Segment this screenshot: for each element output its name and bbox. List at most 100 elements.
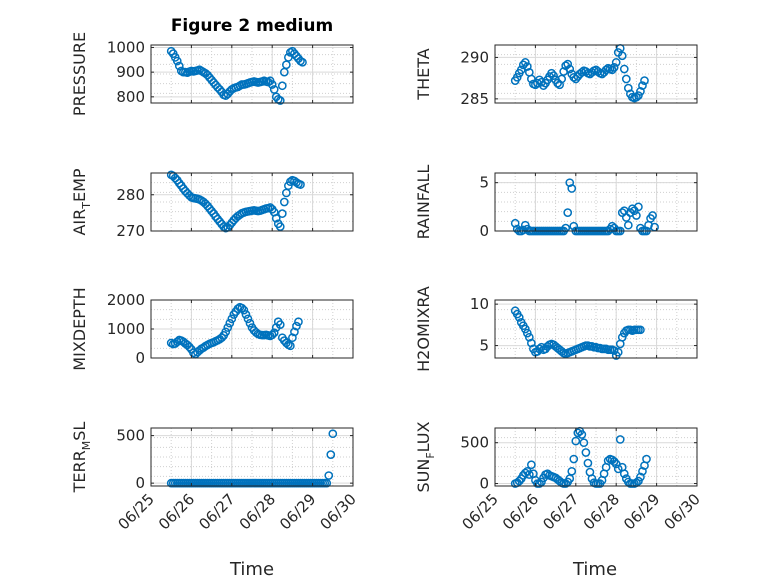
axes-box [494,427,698,487]
subplot-pressure: 800 900 1000 PRESSURE [70,32,354,116]
data-point [522,328,532,338]
data-point [225,318,235,328]
data-point [539,81,548,90]
y-tick-label: 0 [135,474,145,492]
data-point [275,222,285,231]
data-point [537,342,546,352]
data-point [555,80,564,90]
data-point [642,454,651,464]
data-point [611,58,621,67]
data-point [583,458,593,468]
data-point [326,450,336,459]
data-point [271,213,281,223]
axes-box [150,44,354,104]
y-tick-label: 270 [116,222,145,240]
data-point [617,51,627,61]
data-point [634,476,643,486]
subplot-h2omixra: 5 10 H2OMIXRA [414,286,698,372]
data-point [324,471,334,480]
data-point [223,323,233,332]
data-series [166,302,303,359]
data-point [636,325,645,335]
data-series [510,43,649,103]
data-series [166,170,305,233]
data-point [221,327,231,337]
axes-box [150,427,354,487]
data-point [579,438,589,448]
data-point [277,209,287,218]
y-axis-label: THETA [414,48,433,100]
y-tick-label: 1000 [107,320,145,338]
subplot-mixdepth: 0 1000 2000 MIXDEPTH [70,287,354,371]
data-point [284,52,293,62]
data-point [322,478,332,488]
data-point [609,457,619,466]
subplot-theta: 285 290 THETA [414,43,698,108]
data-point [557,74,567,84]
data-point [267,80,277,89]
data-point [237,303,247,313]
data-point [239,305,249,315]
y-axis-label: MIXDEPTH [70,287,89,370]
data-point [640,76,649,85]
data-point [512,72,522,82]
data-point [286,341,295,351]
data-point [634,202,643,212]
data-point [601,65,611,75]
data-point [514,476,524,486]
y-tick-label: 280 [116,186,145,204]
data-point [269,328,279,338]
x-axis-label-right: Time [572,559,617,580]
data-point [621,74,631,84]
data-point [535,344,544,354]
data-point [613,464,623,474]
data-point [634,91,643,100]
axes-box [494,299,698,359]
data-point [286,177,295,187]
data-point [296,180,305,189]
data-point [294,317,303,327]
data-point [185,342,194,352]
data-point [520,58,530,67]
data-point [241,310,251,319]
data-point [577,67,587,77]
data-point [623,220,633,230]
data-point [166,46,176,56]
data-point [567,184,577,193]
data-point [609,346,619,355]
data-point [217,333,227,343]
data-point [569,454,579,464]
data-point [567,466,577,476]
data-point [565,178,575,188]
data-point [619,469,629,479]
data-point [561,223,571,233]
data-point [623,83,633,93]
data-point [233,304,243,314]
y-tick-label: 0 [135,349,145,367]
data-point [619,64,629,74]
subplot-air-temp: 270 280 AIRTEMP [70,168,354,240]
y-tick-label: 500 [460,434,489,452]
y-tick-label: 1000 [107,38,145,56]
figure-title: Figure 2 medium [171,16,333,36]
y-axis-label: RAINFALL [414,165,433,240]
data-series [510,426,651,488]
data-point [174,61,184,71]
y-tick-label: 2000 [107,291,145,309]
data-point [328,429,338,439]
data-point [603,456,613,466]
data-point [275,96,285,105]
y-tick-label: 10 [470,295,489,313]
data-point [573,428,583,438]
data-point [636,87,645,96]
data-point [288,333,297,343]
data-point [514,313,524,322]
data-point [245,318,255,328]
y-axis-label: TERRMSL [70,422,93,494]
y-axis-label: AIRTEMP [70,168,93,235]
data-point [648,211,657,220]
data-point [632,92,641,102]
y-tick-label: 290 [460,48,489,66]
data-point [524,470,534,479]
